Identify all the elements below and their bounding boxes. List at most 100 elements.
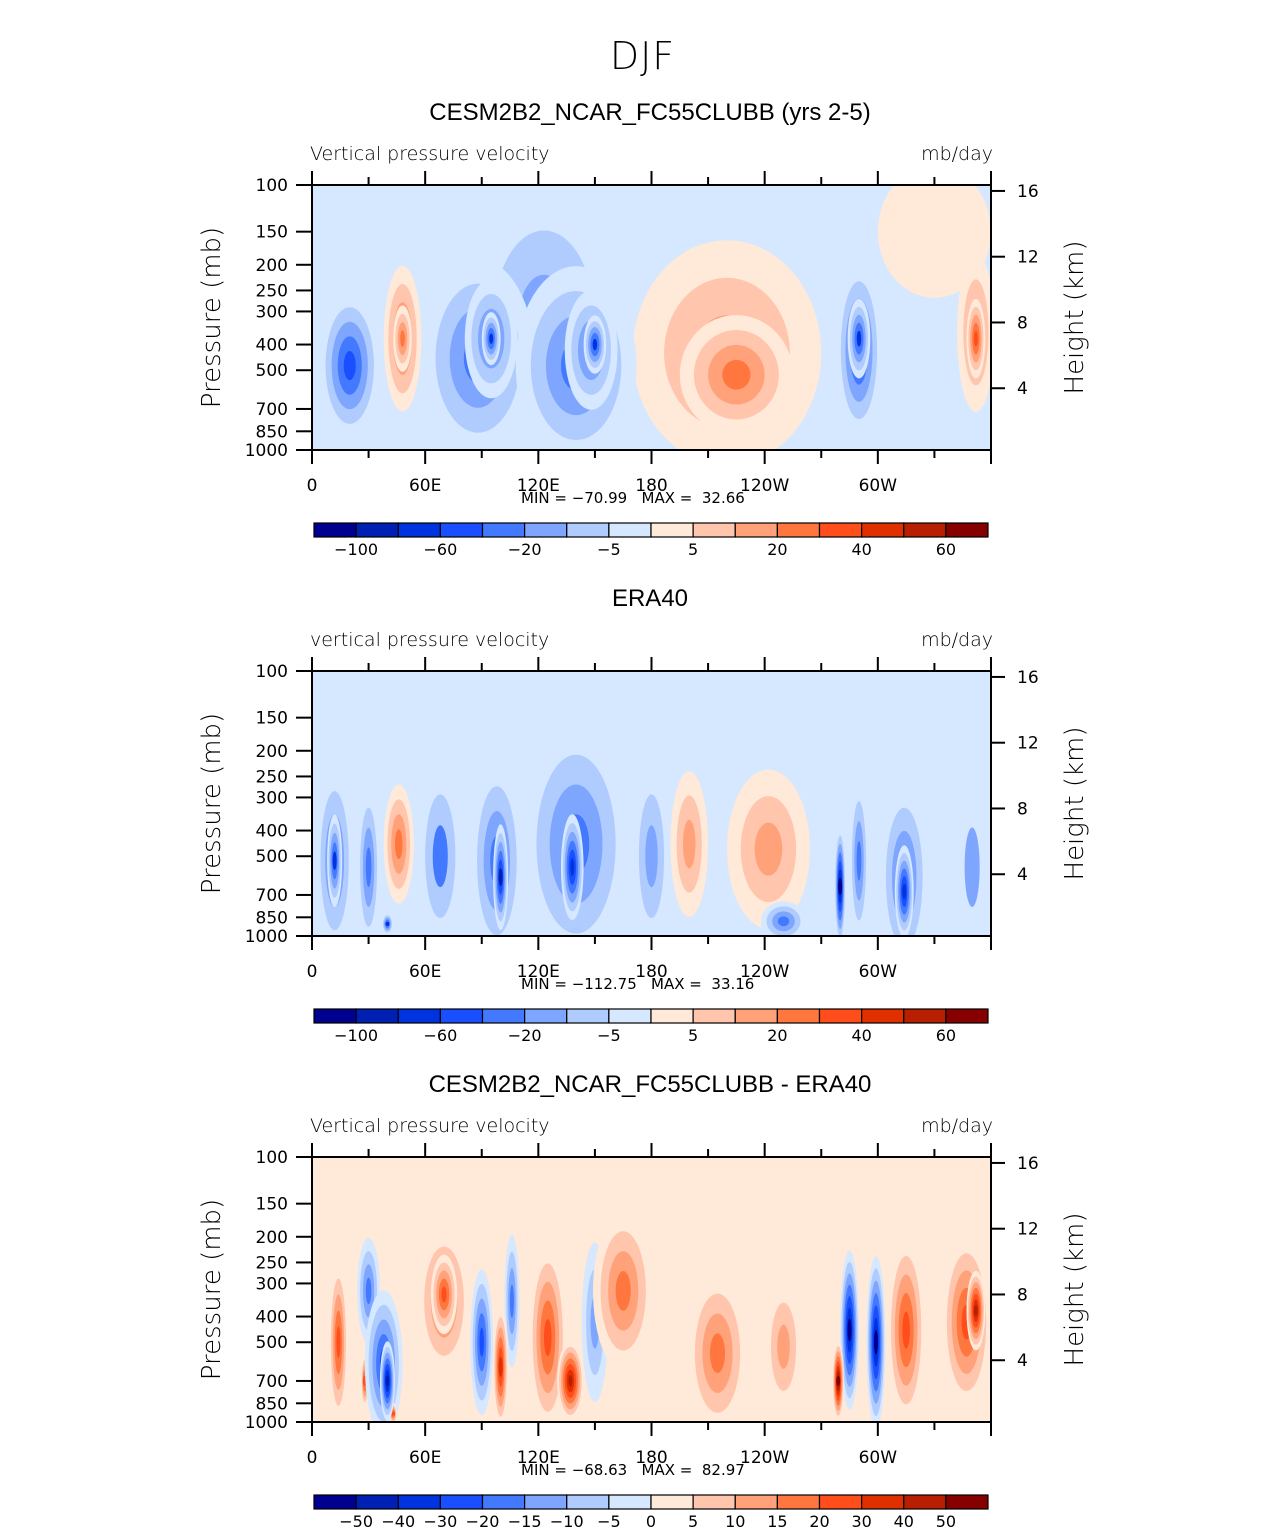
height-tick-label: 12	[1017, 248, 1039, 268]
colorbar-swatch	[566, 1008, 610, 1024]
height-axis-label: Height (km)	[1060, 727, 1090, 881]
contour-feature	[365, 1277, 372, 1305]
contour-feature	[343, 350, 356, 381]
colorbar-swatch	[861, 1494, 905, 1510]
variable-name-header: Vertical pressure velocity	[310, 143, 550, 165]
colorbar-label: −30	[423, 1512, 458, 1531]
colorbar-label: −20	[507, 540, 542, 559]
contour-feature	[592, 338, 598, 351]
height-tick-label: 16	[1017, 1154, 1039, 1174]
colorbar-label: 50	[935, 1512, 957, 1531]
contour-feature	[877, 185, 991, 298]
colorbar-swatch	[397, 522, 441, 538]
pressure-tick-label: 250	[256, 281, 288, 301]
colorbar-label: 15	[767, 1512, 788, 1531]
pressure-tick-label: 400	[256, 1308, 288, 1328]
colorbar-swatch	[650, 522, 694, 538]
colorbar-label: 5	[688, 1512, 699, 1531]
x-tick-label: 120E	[517, 476, 560, 496]
colorbar-label: 0	[645, 1512, 657, 1531]
colorbar-swatch	[734, 522, 778, 538]
contour-feature	[838, 877, 843, 895]
x-tick-label: 60E	[409, 962, 441, 982]
min-max-readout: MIN = −112.75 MAX = 33.16	[521, 975, 755, 993]
contour-feature	[400, 330, 405, 347]
units-header: mb/day	[921, 1115, 993, 1137]
pressure-tick-label: 200	[256, 742, 288, 762]
height-tick-label: 8	[1017, 1285, 1028, 1305]
colorbar-swatch	[524, 1008, 568, 1024]
contour-feature	[385, 921, 390, 926]
pressure-tick-label: 300	[256, 788, 288, 808]
pressure-tick-label: 400	[256, 822, 288, 842]
contour-feature	[873, 1329, 878, 1355]
height-tick-label: 4	[1017, 865, 1028, 885]
colorbar-swatch	[355, 1008, 399, 1024]
contour-feature	[902, 1311, 910, 1349]
pressure-tick-label: 850	[256, 908, 288, 928]
colorbar-swatch	[566, 1494, 610, 1510]
colorbar	[313, 1008, 989, 1024]
contour-feature	[570, 858, 575, 877]
height-tick-label: 4	[1017, 379, 1028, 399]
colorbar-swatch	[861, 1008, 905, 1024]
colorbar-label: −5	[597, 540, 621, 559]
contour-feature	[543, 1318, 552, 1357]
x-tick-label: 60W	[859, 476, 898, 496]
x-tick-label: 120E	[517, 962, 560, 982]
contour-feature	[332, 851, 337, 871]
contour-feature	[479, 1327, 485, 1357]
pressure-tick-label: 1000	[245, 441, 288, 461]
pressure-tick-label: 850	[256, 422, 288, 442]
pressure-tick-label: 500	[256, 847, 288, 867]
pressure-tick-label: 100	[256, 1148, 288, 1168]
pressure-tick-label: 100	[256, 662, 288, 682]
colorbar-label: 60	[935, 540, 957, 559]
height-tick-label: 8	[1017, 799, 1028, 819]
contour-feature	[394, 829, 403, 860]
units-header: mb/day	[921, 629, 993, 651]
contour-feature	[902, 883, 907, 900]
colorbar-swatch	[903, 522, 947, 538]
colorbar-swatch	[355, 522, 399, 538]
pressure-tick-label: 300	[256, 1274, 288, 1294]
colorbar-label: 10	[725, 1512, 746, 1531]
x-tick-label: 0	[307, 476, 318, 496]
colorbar-swatch	[608, 1494, 652, 1510]
colorbar-label: −5	[597, 1512, 621, 1531]
colorbar	[313, 1494, 989, 1510]
colorbar-swatch	[776, 1494, 821, 1510]
colorbar-swatch	[439, 1494, 484, 1510]
height-axis-label: Height (km)	[1060, 241, 1090, 395]
x-tick-label: 120W	[740, 1448, 789, 1468]
colorbar-swatch	[524, 522, 568, 538]
pressure-tick-label: 700	[256, 400, 288, 420]
colorbar-swatch	[313, 522, 357, 538]
pressure-tick-label: 250	[256, 1253, 288, 1273]
pressure-tick-label: 850	[256, 1394, 288, 1414]
colorbar-label: 40	[893, 1512, 914, 1531]
variable-name-header: vertical pressure velocity	[310, 629, 550, 651]
colorbar-swatch	[776, 1008, 821, 1024]
colorbar-swatch	[481, 1008, 526, 1024]
colorbar-swatch	[945, 1008, 989, 1024]
colorbar-swatch	[481, 1494, 526, 1510]
pressure-axis-label: Pressure (mb)	[197, 227, 227, 408]
colorbar-swatch	[481, 522, 526, 538]
x-tick-label: 180	[635, 1448, 667, 1468]
contour-feature	[432, 825, 448, 888]
height-tick-label: 16	[1017, 668, 1039, 688]
variable-name-header: Vertical pressure velocity	[310, 1115, 550, 1137]
colorbar-label: −20	[465, 1512, 500, 1531]
pressure-tick-label: 1000	[245, 927, 288, 947]
colorbar-swatch	[313, 1008, 357, 1024]
contour-feature	[856, 840, 862, 881]
contour-feature	[836, 1375, 841, 1386]
pressure-tick-label: 500	[256, 1333, 288, 1353]
contour-feature	[682, 819, 696, 869]
height-tick-label: 12	[1017, 1220, 1039, 1240]
colorbar-label: 5	[688, 540, 699, 559]
panel-title: CESM2B2_NCAR_FC55CLUBB (yrs 2-5)	[429, 99, 871, 126]
